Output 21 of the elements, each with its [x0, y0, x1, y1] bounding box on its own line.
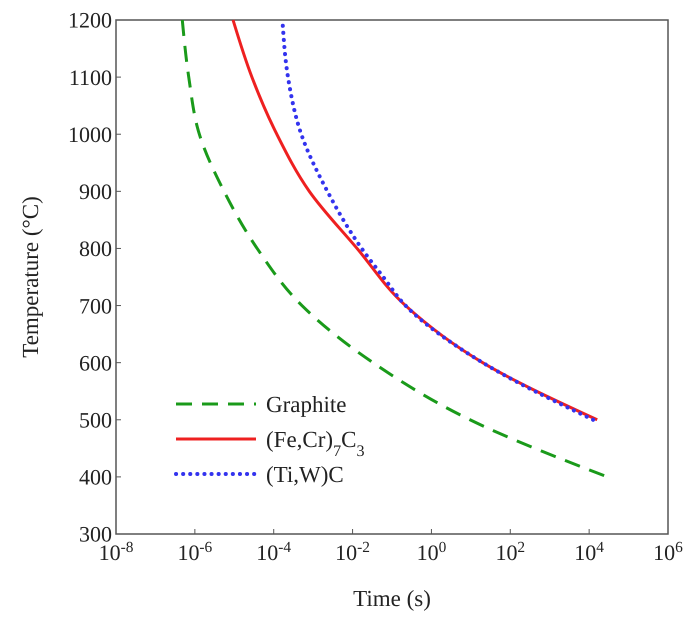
- y-tick-label: 1200: [68, 8, 112, 33]
- x-tick-label: 10$^{-6}$: [177, 538, 213, 565]
- x-tick-label: 10$^{4}$: [574, 538, 604, 565]
- y-tick-label: 600: [79, 350, 112, 376]
- x-axis-title: Time (s): [353, 586, 431, 611]
- y-tick-label: 900: [79, 179, 112, 204]
- x-tick-label: 10$^{-2}$: [335, 538, 370, 565]
- x-tick-label: 10$^{-4}$: [256, 538, 292, 565]
- x-tick-label: 10$^{6}$: [653, 538, 684, 565]
- y-tick-label: 800: [79, 236, 112, 262]
- x-tick-label: 10$^{2}$: [495, 538, 526, 565]
- y-tick-label: 1100: [68, 64, 112, 90]
- y-tick-label: 500: [79, 407, 112, 432]
- legend-label: (Fe,Cr)$_{7}$C$_{3}$: [266, 427, 365, 460]
- legend-label: (Ti,W)C: [266, 462, 344, 488]
- y-axis-title: Temperature (°C): [18, 196, 43, 358]
- y-tick-label: 1000: [68, 122, 112, 147]
- y-tick-label: 400: [79, 464, 112, 490]
- x-tick-label: 10$^{0}$: [416, 538, 447, 565]
- legend-label: Graphite: [266, 392, 346, 418]
- y-tick-label: 700: [79, 293, 112, 318]
